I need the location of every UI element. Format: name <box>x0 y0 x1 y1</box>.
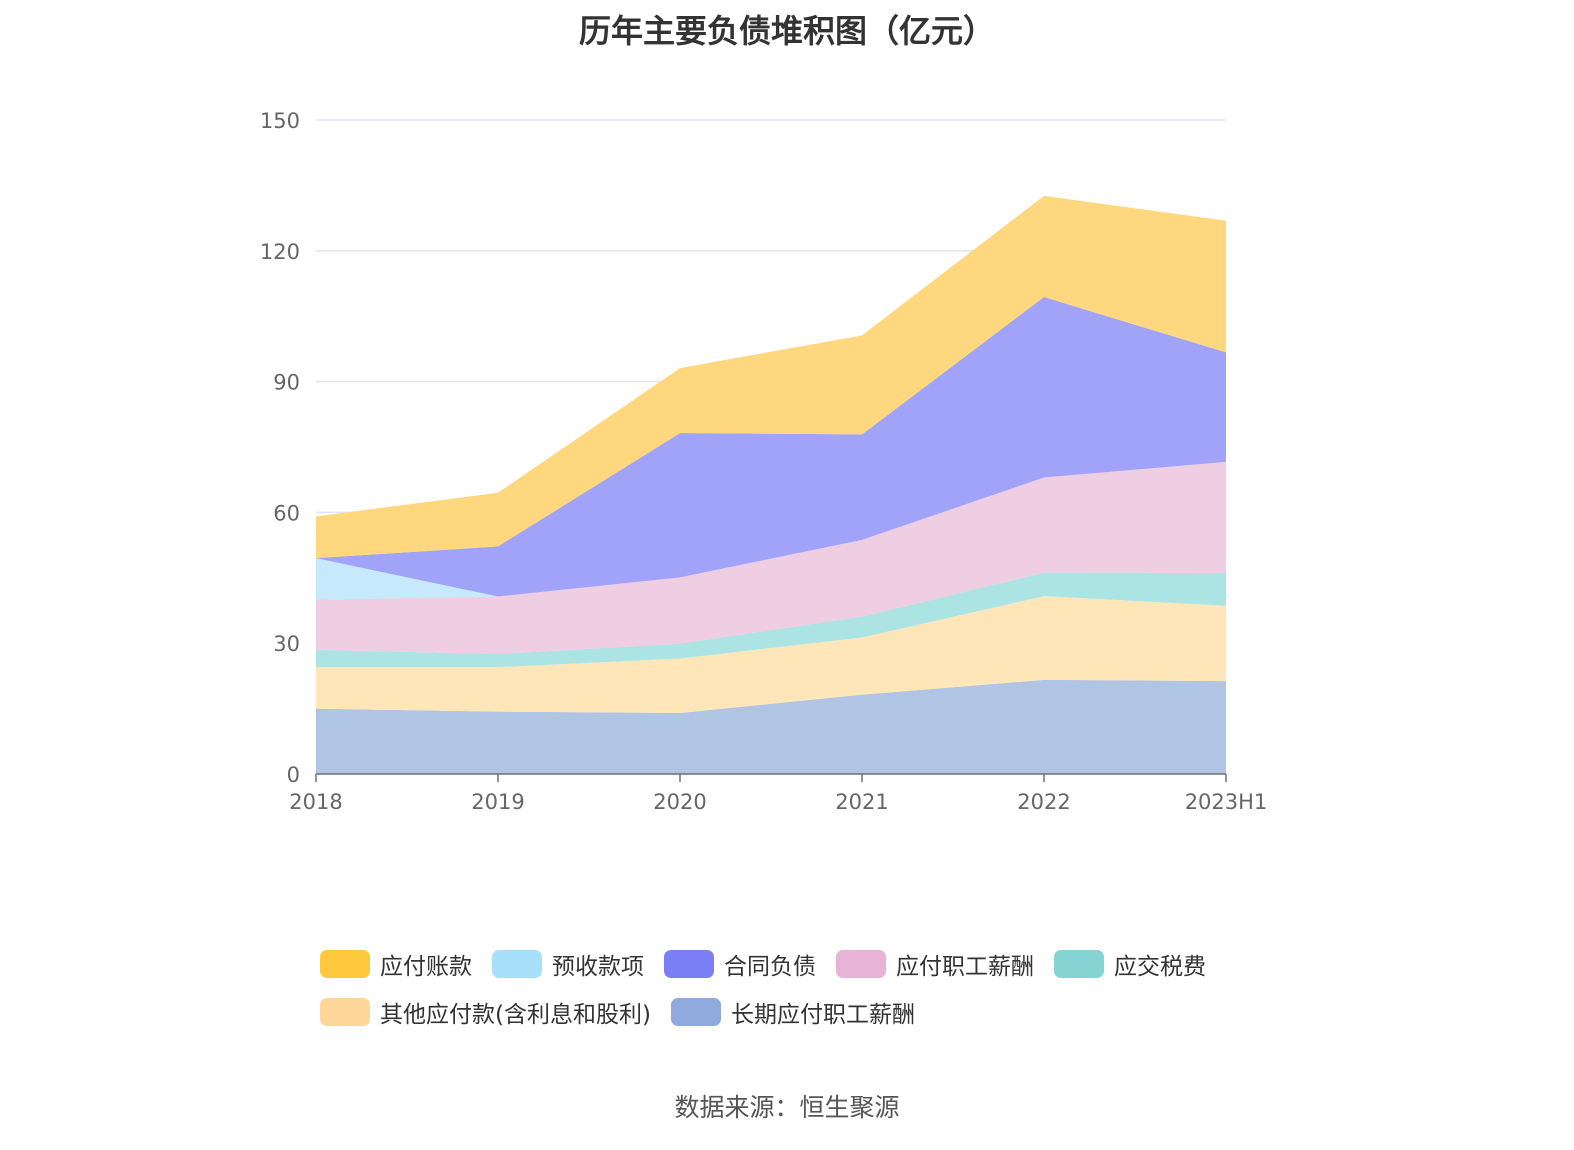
legend-swatch <box>836 950 886 978</box>
source-note: 数据来源：恒生聚源 <box>674 1093 900 1122</box>
legend-item[interactable]: 合同负债 <box>664 947 816 981</box>
x-tick-label: 2020 <box>653 790 706 814</box>
area-series-2 <box>316 572 1226 668</box>
legend-item[interactable]: 预收款项 <box>492 947 644 981</box>
x-tick-label: 2021 <box>835 790 888 814</box>
y-tick-label: 150 <box>260 109 300 133</box>
x-tick-label: 2019 <box>471 790 524 814</box>
area-series-3 <box>316 461 1226 655</box>
legend-swatch <box>492 950 542 978</box>
axes: 0 30 60 90 120 150 2018 2019 2020 2021 2022 2023H1 <box>260 109 1267 814</box>
legend-swatch <box>1054 950 1104 978</box>
y-tick-label: 30 <box>273 632 300 656</box>
legend-label: 其他应付款(含利息和股利) <box>380 1002 651 1028</box>
legend-item[interactable]: 长期应付职工薪酬 <box>670 995 915 1029</box>
area-series-1 <box>316 596 1226 713</box>
legend-item[interactable]: 其他应付款(含利息和股利) <box>320 995 651 1029</box>
area-series <box>316 195 1226 774</box>
legend-item[interactable]: 应付职工薪酬 <box>836 947 1034 981</box>
x-tick-label: 2018 <box>289 790 342 814</box>
legend-label: 应交税费 <box>1114 954 1206 980</box>
area-series-6 <box>316 195 1226 559</box>
chart-title: 历年主要负债堆积图（亿元） <box>578 12 995 50</box>
legend-swatch <box>670 998 721 1026</box>
legend-item[interactable]: 应交税费 <box>1054 947 1206 981</box>
legend-row: 应付账款 预收款项 合同负债 应付职工薪酬 应交税费 <box>320 940 1260 988</box>
area-series-4 <box>316 461 1226 600</box>
legend: 应付账款 预收款项 合同负债 应付职工薪酬 应交税费其他应付款(含利息和股利) 长期应付职… <box>320 940 1260 1036</box>
area-series-0 <box>316 679 1226 774</box>
y-tick-label: 120 <box>260 240 300 264</box>
y-tick-label: 90 <box>273 371 300 395</box>
x-tick-label: 2022 <box>1017 790 1070 814</box>
legend-label: 预收款项 <box>552 954 644 980</box>
y-tick-label: 0 <box>287 763 300 787</box>
legend-label: 长期应付职工薪酬 <box>730 1002 915 1028</box>
legend-label: 合同负债 <box>724 954 816 980</box>
y-tick-label: 60 <box>273 501 300 525</box>
legend-label: 应付职工薪酬 <box>896 954 1034 980</box>
legend-swatch <box>320 950 370 978</box>
area-series-5 <box>316 297 1226 597</box>
legend-item[interactable]: 应付账款 <box>320 947 472 981</box>
legend-swatch <box>664 950 714 978</box>
x-tick-label: 2023H1 <box>1185 790 1268 814</box>
stacked-area-chart: 0 30 60 90 120 150 2018 2019 2020 2021 2022 2023H1 <box>260 109 1267 814</box>
legend-label: 应付账款 <box>380 954 472 980</box>
legend-swatch <box>320 998 370 1026</box>
legend-row: 其他应付款(含利息和股利) 长期应付职工薪酬 <box>320 988 1260 1036</box>
